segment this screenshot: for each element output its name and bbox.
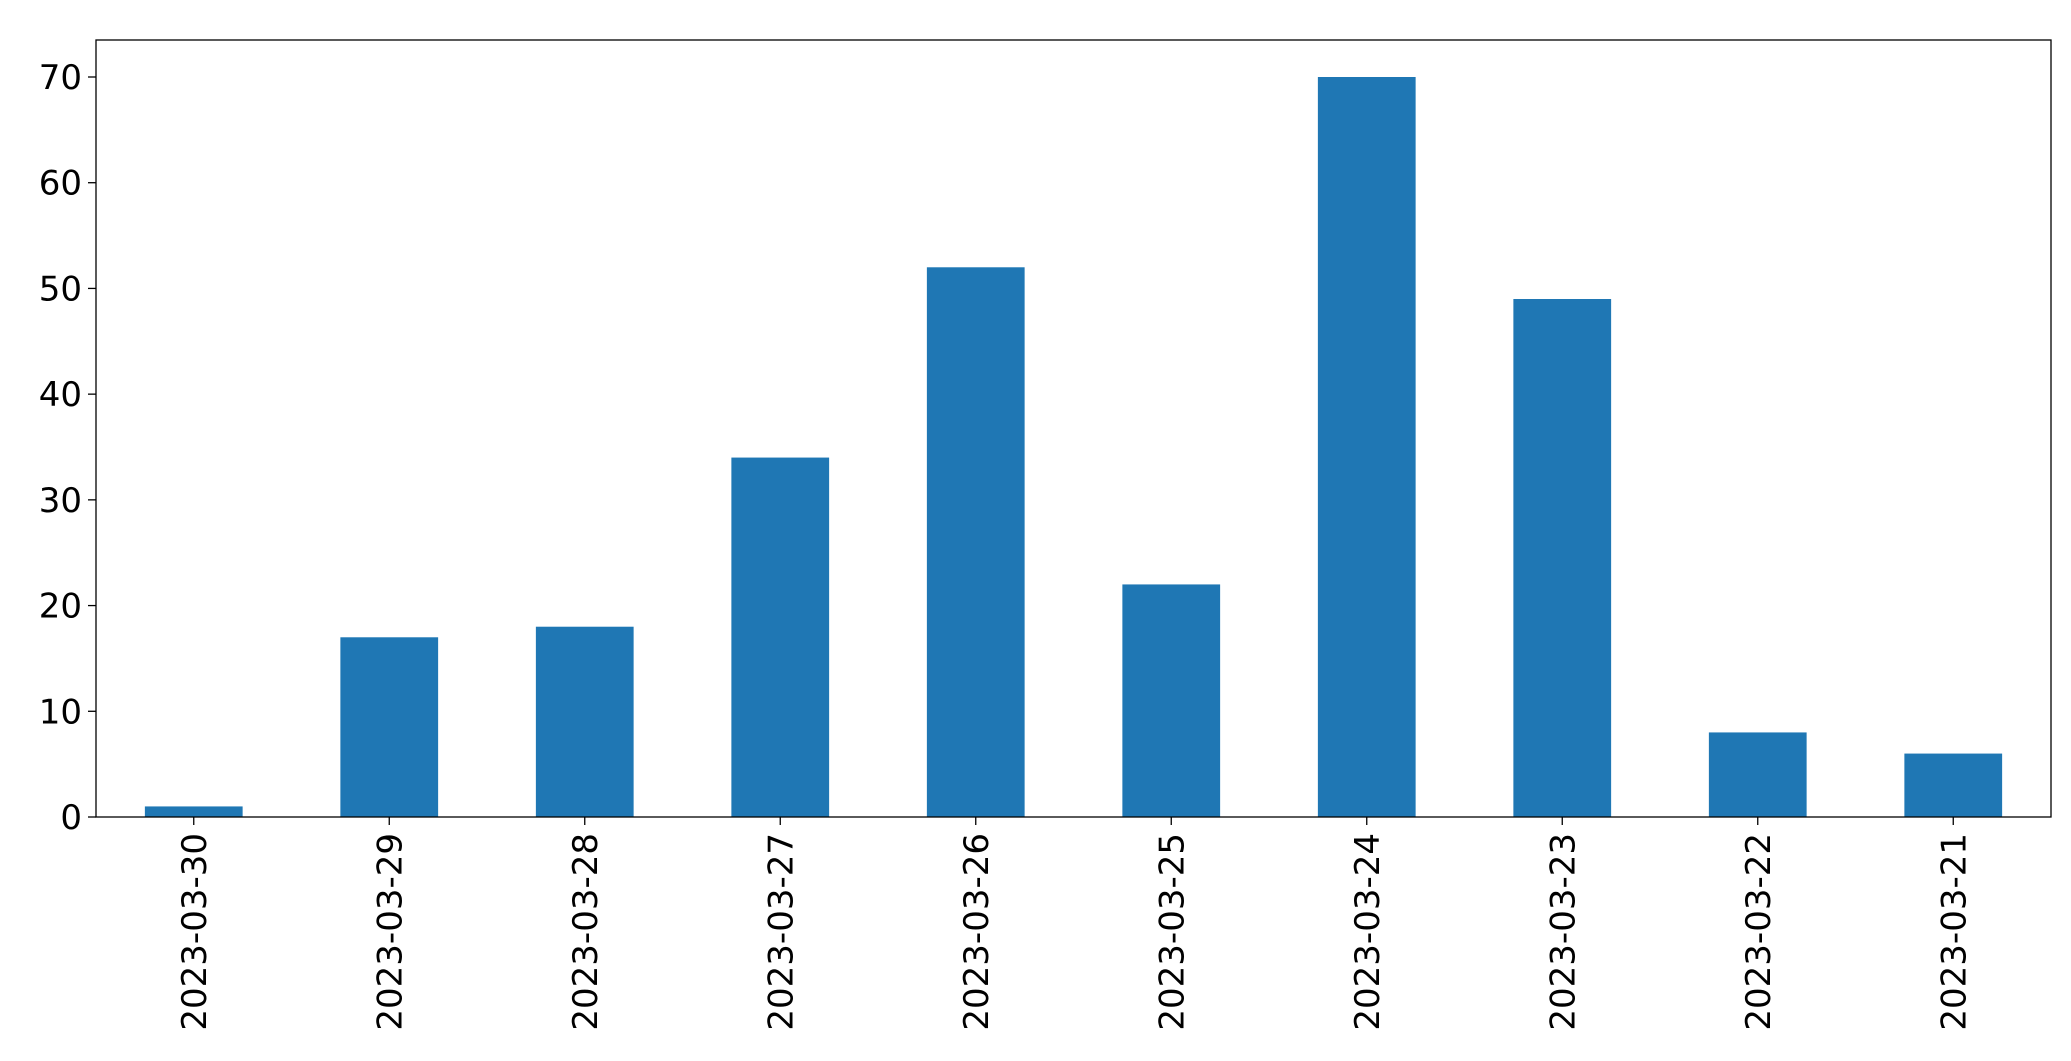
bar — [731, 457, 830, 817]
y-tick-label: 0 — [60, 798, 82, 838]
bar — [1513, 299, 1612, 817]
bar — [1122, 584, 1221, 817]
bar — [1904, 753, 2003, 817]
y-tick-label: 70 — [39, 58, 82, 98]
y-tick-label: 30 — [39, 481, 82, 521]
bar — [926, 267, 1025, 817]
x-tick-label: 2023-03-25 — [1152, 833, 1192, 1031]
x-tick-label: 2023-03-29 — [370, 833, 410, 1031]
bar — [535, 626, 634, 817]
y-tick-label: 40 — [39, 375, 82, 415]
x-tick-label: 2023-03-21 — [1934, 833, 1974, 1031]
y-tick-label: 50 — [39, 269, 82, 309]
bar — [144, 806, 243, 817]
x-tick-label: 2023-03-26 — [957, 833, 997, 1031]
plot-frame — [95, 39, 2052, 818]
x-tick-label: 2023-03-22 — [1739, 833, 1779, 1031]
x-tick-label: 2023-03-27 — [761, 833, 801, 1031]
x-tick-label: 2023-03-30 — [175, 833, 215, 1031]
x-tick-label: 2023-03-28 — [566, 833, 606, 1031]
y-tick-label: 10 — [39, 692, 82, 732]
x-tick-label: 2023-03-23 — [1543, 833, 1583, 1031]
y-tick-label: 60 — [39, 164, 82, 204]
x-tick-label: 2023-03-24 — [1348, 833, 1388, 1031]
bar — [1708, 732, 1807, 817]
bar — [1317, 77, 1416, 817]
bar — [340, 637, 439, 817]
y-tick-label: 20 — [39, 587, 82, 627]
